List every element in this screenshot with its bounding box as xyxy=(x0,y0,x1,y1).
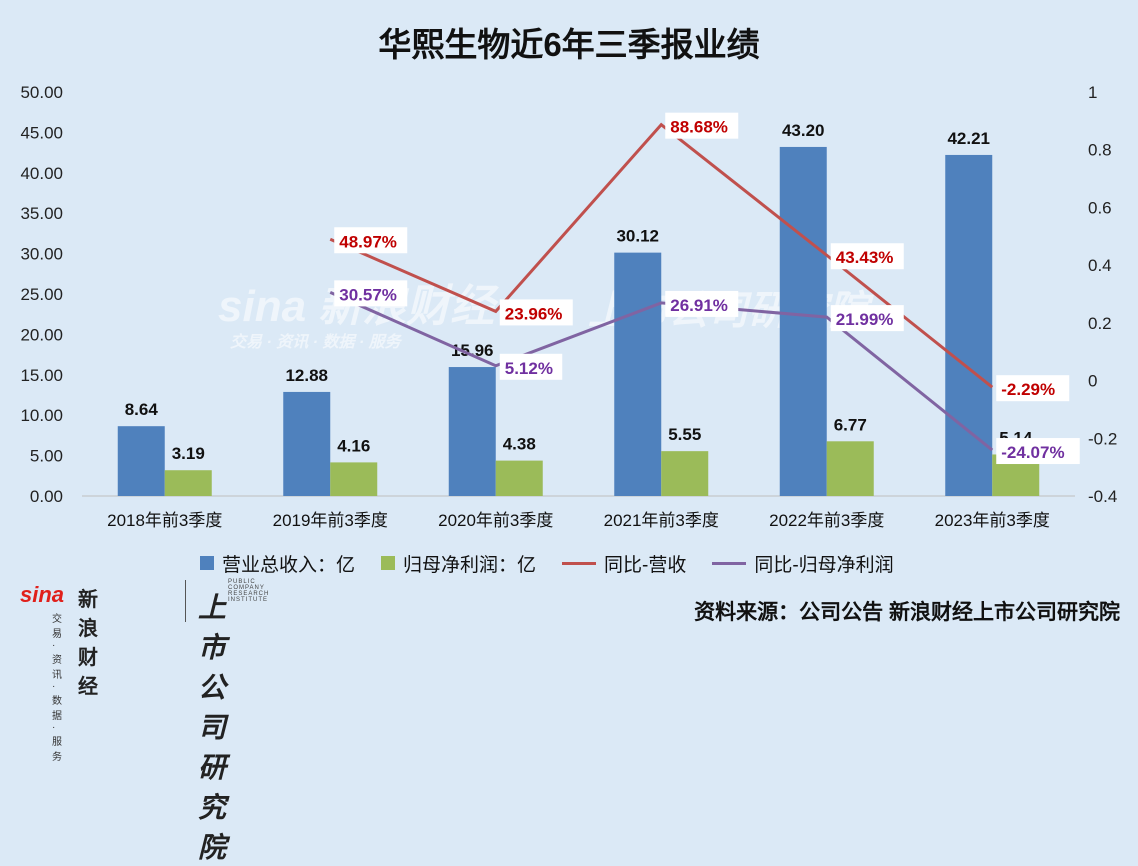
bar-profit xyxy=(661,451,709,496)
bar-revenue xyxy=(614,252,662,496)
y-left-tick-label: 15.00 xyxy=(20,366,63,385)
line-label-bg-yoy-revenue xyxy=(996,375,1070,402)
brand-sina: sina xyxy=(20,582,65,607)
brand-separator xyxy=(185,580,186,622)
brand-sub: 交易 · 资讯 · 数据 · 服务 xyxy=(52,614,64,763)
y-left-tick-label: 0.00 xyxy=(30,487,63,506)
y-left-tick-label: 5.00 xyxy=(30,447,63,466)
x-tick-label: 2022年前3季度 xyxy=(769,511,884,530)
y-right-tick-label: 0.8 xyxy=(1088,141,1112,160)
chart-title: 华熙生物近6年三季报业绩 xyxy=(378,26,760,63)
legend-swatch-yoy-revenue xyxy=(562,561,597,565)
y-right-tick-label: 0.4 xyxy=(1088,256,1112,275)
line-label-bg-yoy-profit xyxy=(996,438,1080,465)
legend: 营业总收入：亿 归母净利润：亿 同比-营收 同比-归母净利润 xyxy=(200,548,894,578)
bar-profit-label: 6.77 xyxy=(834,415,867,434)
y-right-tick-label: -0.2 xyxy=(1088,429,1117,448)
chart-svg: 0.00 5.00 10.00 15.00 20.00 25.00 30.00 35.00 40… xyxy=(20,83,1117,530)
line-yoy-profit xyxy=(329,290,994,452)
bar-revenue xyxy=(283,391,331,496)
bar-revenue-label: 43.20 xyxy=(782,121,825,140)
line-label-yoy-profit: 26.91% xyxy=(670,296,728,315)
watermark-sub: 交易 · 资讯 · 数据 · 服务 xyxy=(230,334,401,351)
line-label-bg-yoy-profit xyxy=(665,290,739,317)
legend-item-yoy-profit: 同比-归母净利润 xyxy=(712,550,894,577)
legend-label-yoy-revenue: 同比-营收 xyxy=(604,554,687,576)
brand-cn: 新浪财经 xyxy=(78,589,98,698)
y-left-tick-label: 35.00 xyxy=(20,204,63,223)
line-label-bg-yoy-revenue xyxy=(334,227,408,254)
line-label-yoy-revenue: 88.68% xyxy=(670,118,728,137)
bar-profit xyxy=(495,460,543,496)
legend-label-profit: 归母净利润：亿 xyxy=(403,554,537,576)
bar-revenue-label: 30.12 xyxy=(616,227,659,246)
bar-revenue xyxy=(779,146,827,496)
x-tick-label: 2018年前3季度 xyxy=(107,511,222,530)
bar-revenue-label: 15.96 xyxy=(451,341,494,360)
y-right-tick-label: 0.6 xyxy=(1088,198,1112,217)
bar-revenue-label: 42.21 xyxy=(947,129,990,148)
bar-profit xyxy=(826,441,874,496)
brand-institute: 上市公司研究院 xyxy=(198,592,227,863)
bar-profit-label: 5.55 xyxy=(668,425,701,444)
line-label-yoy-revenue: -2.29% xyxy=(1001,380,1055,399)
line-label-yoy-profit: 21.99% xyxy=(836,310,894,329)
line-label-yoy-profit: 5.12% xyxy=(505,359,553,378)
bar-profit xyxy=(164,470,212,496)
y-right-tick-label: 0.2 xyxy=(1088,314,1112,333)
line-label-yoy-revenue: 23.96% xyxy=(505,304,563,323)
bar-profit-label: 3.19 xyxy=(172,444,205,463)
legend-label-revenue: 营业总收入：亿 xyxy=(222,554,356,576)
bar-profit xyxy=(330,462,378,496)
line-label-yoy-profit: -24.07% xyxy=(1001,443,1064,462)
bar-revenue-label: 8.64 xyxy=(125,400,159,419)
legend-swatch-profit xyxy=(381,556,396,570)
legend-item-yoy-revenue: 同比-营收 xyxy=(562,550,686,577)
line-label-yoy-profit: 30.57% xyxy=(339,285,397,304)
y-right-tick-label: 1 xyxy=(1088,83,1097,102)
legend-swatch-revenue xyxy=(200,556,214,570)
line-label-bg-yoy-revenue xyxy=(499,299,573,326)
line-label-yoy-revenue: 43.43% xyxy=(836,248,894,267)
bar-profit-label: 4.16 xyxy=(337,436,370,455)
x-tick-label: 2023年前3季度 xyxy=(935,511,1050,530)
line-yoy-revenue xyxy=(329,122,994,389)
x-tick-label: 2019年前3季度 xyxy=(273,511,388,530)
y-left-tick-label: 40.00 xyxy=(20,164,63,183)
y-right-tick-label: -0.4 xyxy=(1088,487,1117,506)
line-label-yoy-revenue: 48.97% xyxy=(339,232,397,251)
line-label-bg-yoy-revenue xyxy=(830,243,904,270)
legend-item-profit: 归母净利润：亿 xyxy=(381,550,536,577)
line-label-bg-yoy-profit xyxy=(830,305,904,332)
line-label-bg-yoy-profit xyxy=(499,353,563,380)
line-label-bg-yoy-profit xyxy=(334,280,408,307)
y-left-tick-label: 25.00 xyxy=(20,285,63,304)
legend-label-yoy-profit: 同比-归母净利润 xyxy=(754,554,894,576)
bar-revenue-label: 12.88 xyxy=(285,366,328,385)
y-right-tick-label: 0 xyxy=(1088,372,1097,391)
x-tick-label: 2021年前3季度 xyxy=(604,511,719,530)
y-left-tick-label: 10.00 xyxy=(20,406,63,425)
y-left-tick-label: 50.00 xyxy=(20,83,63,102)
source-note: 资料来源：公司公告 新浪财经上市公司研究院 xyxy=(694,601,1120,624)
y-left-tick-label: 20.00 xyxy=(20,325,63,344)
bar-revenue xyxy=(945,154,993,496)
legend-item-revenue: 营业总收入：亿 xyxy=(200,550,355,577)
brand-institute-en: PUBLIC COMPANY RESEARCH INSTITUTE xyxy=(228,579,270,603)
bar-profit-label: 4.38 xyxy=(503,435,536,454)
bar-revenue xyxy=(448,367,496,496)
y-left-tick-label: 45.00 xyxy=(20,123,63,142)
y-left-tick-label: 30.00 xyxy=(20,245,63,264)
x-tick-label: 2020年前3季度 xyxy=(438,511,553,530)
legend-swatch-yoy-profit xyxy=(712,561,747,565)
line-label-bg-yoy-revenue xyxy=(665,112,739,139)
bar-revenue xyxy=(117,426,165,496)
